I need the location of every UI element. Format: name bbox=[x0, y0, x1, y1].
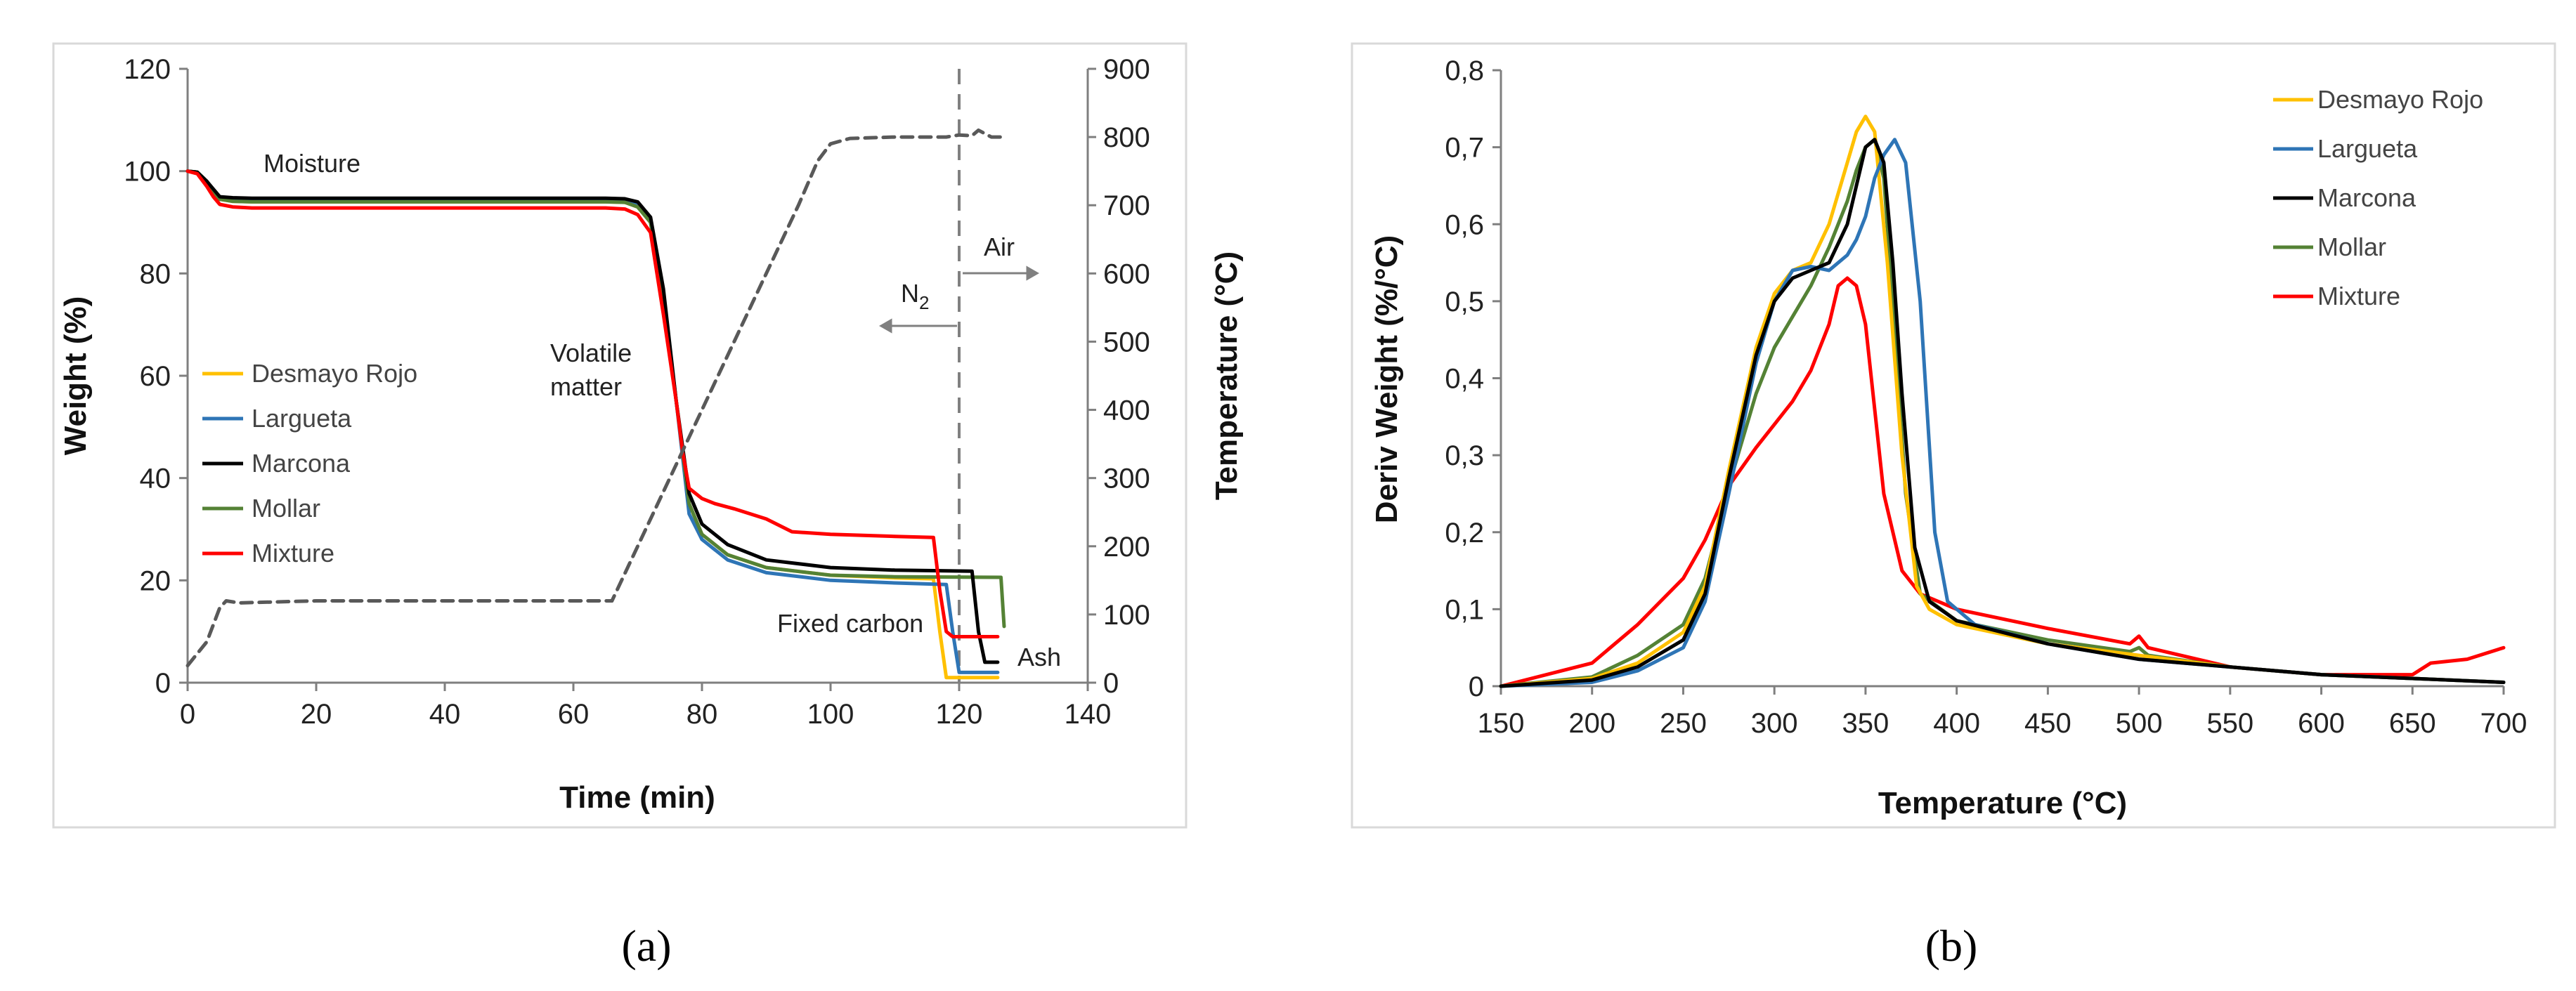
b-x-tick-label-350: 350 bbox=[1842, 708, 1889, 739]
a-y-tick-label-60: 60 bbox=[140, 361, 171, 392]
a-legend-label-marcona: Marcona bbox=[252, 449, 351, 478]
b-y-tick-label-8: 0,8 bbox=[1445, 55, 1484, 86]
panel-b-series bbox=[1499, 114, 2506, 688]
b-x-tick-label-200: 200 bbox=[1568, 708, 1615, 739]
b-legend-label-mixture: Mixture bbox=[2317, 282, 2400, 310]
a-y2-tick-label-0: 0 bbox=[1103, 668, 1119, 699]
b-x-tick-label-300: 300 bbox=[1751, 708, 1798, 739]
b-x-tick-label-550: 550 bbox=[2206, 708, 2253, 739]
a-y2-tick-label-800: 800 bbox=[1103, 122, 1150, 153]
a-y2-tick-label-500: 500 bbox=[1103, 327, 1150, 357]
a-legend-label-mollar: Mollar bbox=[252, 494, 320, 523]
panel-b-legend: Desmayo Rojo Largueta Marcona Mollar Mixture bbox=[2273, 85, 2483, 310]
series-a-mixture bbox=[186, 169, 1000, 638]
series-b-marcona bbox=[1499, 138, 2506, 688]
a-legend-label-mixture: Mixture bbox=[252, 539, 334, 567]
panel-b-y-ticks: 0 0,1 0,2 0,3 0,4 0,5 0,6 0,7 0,8 bbox=[1445, 55, 1501, 702]
b-legend-label-largueta: Largueta bbox=[2317, 134, 2418, 163]
b-x-tick-label-600: 600 bbox=[2298, 708, 2345, 739]
series-a-marcona bbox=[186, 169, 1000, 664]
b-legend-label-mollar: Mollar bbox=[2317, 232, 2386, 261]
panel-a-x-ticks: 0 20 40 60 80 100 120 140 bbox=[180, 683, 1112, 730]
panel-a-y-ticks: 0 20 40 60 80 100 120 bbox=[124, 54, 188, 699]
b-x-tick-label-450: 450 bbox=[2024, 708, 2071, 739]
a-y-tick-label-100: 100 bbox=[124, 157, 171, 188]
b-y-tick-label-2: 0,2 bbox=[1445, 518, 1484, 549]
annotation-fixed-carbon: Fixed carbon bbox=[777, 609, 923, 638]
a-x-tick-label-60: 60 bbox=[558, 699, 590, 730]
a-y2-tick-label-400: 400 bbox=[1103, 395, 1150, 426]
b-y-tick-label-1: 0,1 bbox=[1445, 594, 1484, 625]
a-y-tick-label-80: 80 bbox=[140, 258, 171, 289]
b-y-tick-label-7: 0,7 bbox=[1445, 133, 1484, 164]
arrow-air bbox=[963, 265, 1040, 281]
a-legend-label-largueta: Largueta bbox=[252, 404, 352, 433]
a-y2-tick-label-200: 200 bbox=[1103, 532, 1150, 563]
panel-b-label: (b) bbox=[1925, 921, 1978, 971]
panel-a-series bbox=[186, 128, 1006, 680]
annotation-volatile-line2: matter bbox=[550, 372, 622, 401]
annotation-n2: N2 bbox=[901, 279, 929, 313]
b-y-tick-label-4: 0,4 bbox=[1445, 364, 1484, 395]
panel-a-label: (a) bbox=[621, 921, 671, 971]
b-y-tick-label-6: 0,6 bbox=[1445, 209, 1484, 240]
a-x-tick-label-140: 140 bbox=[1065, 699, 1112, 730]
a-y2-tick-label-700: 700 bbox=[1103, 190, 1150, 221]
panel-b: 150 200 250 300 350 400 450 500 550 600 650 700 0 0,… bbox=[1351, 42, 2556, 829]
a-y-tick-label-40: 40 bbox=[140, 464, 171, 494]
panel-a-y2-title: Temperature (°C) bbox=[1209, 251, 1244, 500]
b-y-tick-label-0: 0 bbox=[1469, 671, 1484, 702]
arrow-n2 bbox=[878, 318, 957, 334]
b-legend-label-marcona: Marcona bbox=[2317, 183, 2416, 212]
panel-a-x-title: Time (min) bbox=[559, 780, 715, 815]
b-x-tick-label-150: 150 bbox=[1478, 708, 1525, 739]
a-x-tick-label-0: 0 bbox=[180, 699, 195, 730]
panel-b-x-ticks: 150 200 250 300 350 400 450 500 550 600 650 700 bbox=[1478, 686, 2528, 739]
b-legend-label-desmayo-rojo: Desmayo Rojo bbox=[2317, 85, 2483, 114]
a-y-tick-label-120: 120 bbox=[124, 54, 171, 85]
a-x-tick-label-100: 100 bbox=[807, 699, 854, 730]
annotation-moisture: Moisture bbox=[264, 149, 360, 178]
b-x-tick-label-650: 650 bbox=[2389, 708, 2436, 739]
a-x-tick-label-120: 120 bbox=[936, 699, 983, 730]
panel-a-y-title: Weight (%) bbox=[58, 296, 93, 456]
a-y2-tick-label-100: 100 bbox=[1103, 600, 1150, 631]
a-x-tick-label-40: 40 bbox=[429, 699, 461, 730]
a-legend-label-desmayo-rojo: Desmayo Rojo bbox=[252, 359, 417, 388]
panel-a: 0 20 40 60 80 100 120 140 0 20 40 60 80 100 120 0 100 2… bbox=[52, 42, 1244, 829]
a-y-tick-label-0: 0 bbox=[155, 668, 171, 699]
annotation-volatile-line1: Volatile bbox=[550, 339, 632, 367]
panel-a-frame bbox=[52, 42, 1188, 829]
panel-b-frame bbox=[1351, 42, 2556, 829]
annotation-ash: Ash bbox=[1017, 643, 1061, 671]
b-y-tick-label-5: 0,5 bbox=[1445, 287, 1484, 317]
b-x-tick-label-700: 700 bbox=[2480, 708, 2528, 739]
panel-a-y2-ticks: 0 100 200 300 400 500 600 700 800 900 bbox=[1088, 54, 1150, 699]
a-y-tick-label-20: 20 bbox=[140, 565, 171, 596]
panel-b-y-title: Deriv Weight (%/°C) bbox=[1370, 235, 1404, 523]
b-x-tick-label-250: 250 bbox=[1660, 708, 1707, 739]
b-y-tick-label-3: 0,3 bbox=[1445, 440, 1484, 471]
a-y2-tick-label-600: 600 bbox=[1103, 258, 1150, 289]
annotation-air: Air bbox=[984, 232, 1015, 261]
b-x-tick-label-400: 400 bbox=[1933, 708, 1980, 739]
panel-b-x-title: Temperature (°C) bbox=[1878, 786, 2127, 820]
a-y2-tick-label-900: 900 bbox=[1103, 54, 1150, 85]
a-x-tick-label-80: 80 bbox=[687, 699, 718, 730]
a-y2-tick-label-300: 300 bbox=[1103, 464, 1150, 494]
series-a-temperature bbox=[186, 128, 1006, 668]
b-x-tick-label-500: 500 bbox=[2116, 708, 2163, 739]
panel-a-legend: Desmayo Rojo Largueta Marcona Mollar Mixture bbox=[202, 359, 417, 567]
a-x-tick-label-20: 20 bbox=[301, 699, 332, 730]
